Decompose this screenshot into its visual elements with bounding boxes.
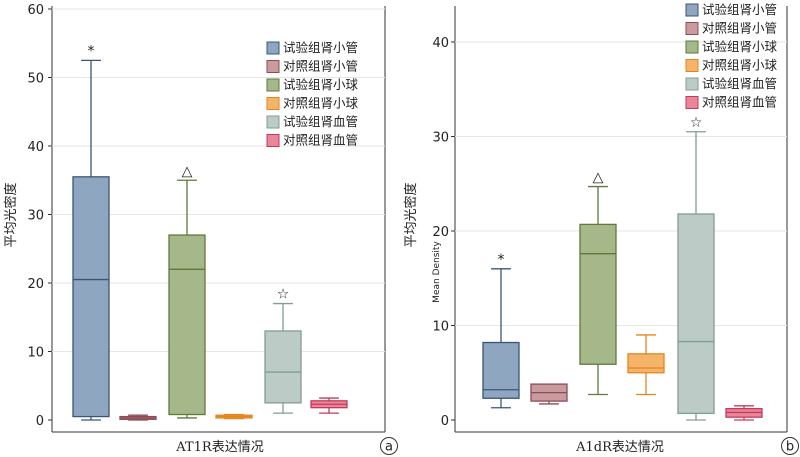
legend-swatch <box>685 3 699 17</box>
y-tick-label: 40 <box>432 36 449 51</box>
legend-label: 试验组肾小管 <box>702 2 777 17</box>
legend-swatch <box>685 96 699 109</box>
legend-swatch <box>266 41 280 55</box>
legend-label: 试验组肾小管 <box>283 40 358 55</box>
y-axis-title: 平均光密度 <box>403 182 419 247</box>
box-0: * <box>72 43 110 421</box>
box-2: △ <box>579 170 617 396</box>
x-axis-title: AT1R表达情况 <box>175 440 263 455</box>
box-1 <box>119 414 157 421</box>
legend-label: 对照组肾小球 <box>283 96 359 111</box>
panel-label: b <box>786 440 794 455</box>
box-5 <box>310 397 348 414</box>
significance-marker: ☆ <box>277 287 290 303</box>
box-iqr <box>168 234 206 416</box>
panel-label-circle <box>380 437 398 455</box>
box-4: ☆ <box>677 115 715 421</box>
box-iqr <box>482 341 520 399</box>
legend-swatch <box>266 115 280 129</box>
box-2: △ <box>168 163 206 419</box>
legend-label: 对照组肾小管 <box>702 21 777 36</box>
box-iqr <box>677 213 715 415</box>
y-tick-label: 40 <box>27 140 44 155</box>
legend-swatch <box>266 78 280 92</box>
box-1 <box>530 383 568 405</box>
legend-swatch <box>266 60 280 73</box>
significance-marker: ☆ <box>690 115 703 131</box>
legend-swatch <box>266 134 280 147</box>
box-0: * <box>482 252 520 409</box>
box-iqr <box>579 223 617 365</box>
box-3 <box>215 413 253 420</box>
legend-swatch <box>685 22 699 35</box>
legend-label: 试验组肾血管 <box>283 114 358 129</box>
legend-swatch <box>266 97 280 110</box>
panel-label-circle <box>781 437 799 455</box>
box-iqr <box>264 330 302 404</box>
y-axis-title: 平均光密度 <box>3 182 19 247</box>
significance-marker: △ <box>182 163 193 179</box>
legend-label: 试验组肾小球 <box>283 77 359 92</box>
y-tick-label: 10 <box>432 320 449 335</box>
legend-label: 对照组肾血管 <box>283 133 358 148</box>
legend-label: 试验组肾血管 <box>702 76 777 91</box>
x-axis-title: A1dR表达情况 <box>575 440 664 455</box>
y-tick-label: 50 <box>27 72 44 87</box>
legend-swatch <box>685 59 699 72</box>
y-tick-label: 30 <box>432 131 449 146</box>
significance-marker: △ <box>593 170 604 186</box>
panel-b: 0 10 20 30 40 * △ ☆ 试验组肾小管对照组肾小管试验组肾小球对照组肾小球试验组肾… <box>403 2 799 455</box>
y-tick-label: 10 <box>27 346 44 361</box>
legend-label: 对照组肾血管 <box>702 95 777 110</box>
legend-label: 对照组肾小球 <box>702 58 778 73</box>
legend-swatch <box>685 40 699 54</box>
y-tick-label: 0 <box>36 414 44 429</box>
legend-label: 试验组肾小球 <box>702 39 778 54</box>
legend-swatch <box>685 77 699 91</box>
y-tick-label: 60 <box>27 3 44 18</box>
legend-label: 对照组肾小管 <box>283 59 358 74</box>
box-5 <box>725 405 763 421</box>
significance-marker: * <box>498 252 505 268</box>
box-3 <box>627 334 665 396</box>
panel-a: 0 10 20 30 40 50 60 * △ ☆ 试验组肾小管对照组肾小管试验组肾小球对照组肾小球… <box>3 3 398 455</box>
box-iqr <box>627 353 665 374</box>
box-4: ☆ <box>264 287 302 414</box>
box-iqr <box>72 176 110 418</box>
y-tick-label: 30 <box>27 209 44 224</box>
y-tick-label: 20 <box>27 277 44 292</box>
y-tick-label: 20 <box>432 225 449 240</box>
significance-marker: * <box>88 43 95 59</box>
y-tick-label: 0 <box>441 414 449 429</box>
y-axis-title-secondary: Mean Density <box>432 241 442 303</box>
panel-label: a <box>385 440 393 455</box>
